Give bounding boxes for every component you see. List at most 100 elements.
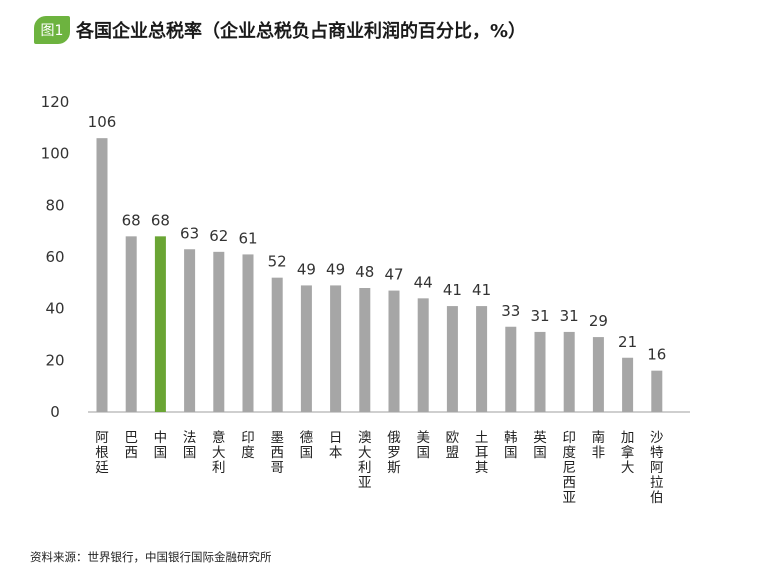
x-tick-label-char: 拉 xyxy=(650,475,664,491)
x-tick-label-char: 韩 xyxy=(504,430,518,446)
x-tick-label-char: 亚 xyxy=(562,490,576,506)
data-label: 41 xyxy=(443,281,462,299)
bar-3 xyxy=(184,249,196,412)
x-tick-label-char: 国 xyxy=(533,445,547,461)
x-tick-label-char: 拿 xyxy=(621,444,635,461)
x-tick-label-char: 意 xyxy=(212,429,226,446)
bar-4 xyxy=(213,251,225,412)
bar-13 xyxy=(476,306,488,412)
y-tick-label: 20 xyxy=(45,351,64,369)
x-tick-label-char: 罗 xyxy=(387,445,401,461)
x-tick-label-char: 阿 xyxy=(95,430,109,446)
data-label: 44 xyxy=(414,273,433,291)
x-tick-label-char: 西 xyxy=(562,475,576,491)
x-tick-label-char: 美 xyxy=(416,430,430,446)
x-tick-label-char: 德 xyxy=(300,430,314,446)
x-tick-label-char: 廷 xyxy=(95,460,109,476)
x-tick-label-char: 特 xyxy=(650,445,664,461)
bar-1 xyxy=(125,236,137,412)
x-tick-label-char: 加 xyxy=(621,430,635,446)
bar-5 xyxy=(242,254,254,412)
x-tick-label-char: 非 xyxy=(592,445,606,461)
bar-19 xyxy=(651,370,663,412)
data-label: 62 xyxy=(209,227,228,245)
data-label: 16 xyxy=(647,346,666,364)
x-tick-label-char: 土 xyxy=(475,430,489,446)
x-tick-label-char: 阿 xyxy=(650,460,664,476)
x-tick-label-char: 度 xyxy=(562,445,576,461)
chart-title: 各国企业总税率（企业总税负占商业利润的百分比，%） xyxy=(76,21,527,42)
x-tick-label-char: 利 xyxy=(358,460,372,476)
data-label: 31 xyxy=(530,307,549,325)
data-label: 63 xyxy=(180,224,199,242)
bar-10 xyxy=(388,290,400,412)
x-tick-label-char: 国 xyxy=(300,445,314,461)
x-tick-label-char: 根 xyxy=(95,445,109,461)
figure-badge: 图1 xyxy=(34,16,70,44)
bar-0 xyxy=(96,138,108,412)
x-tick-label-char: 亚 xyxy=(358,475,372,491)
data-label: 41 xyxy=(472,281,491,299)
y-tick-label: 0 xyxy=(50,403,60,421)
x-tick-label-char: 大 xyxy=(212,445,226,461)
bar-18 xyxy=(622,357,634,412)
x-tick-label-char: 其 xyxy=(475,460,489,476)
data-label: 49 xyxy=(326,260,345,278)
x-tick-label-char: 国 xyxy=(154,445,168,461)
x-tick-label-char: 中 xyxy=(154,430,168,446)
data-label: 61 xyxy=(238,229,257,247)
data-label: 33 xyxy=(501,302,520,320)
x-tick-label-char: 国 xyxy=(504,445,518,461)
bar-15 xyxy=(534,331,546,412)
bar-6 xyxy=(271,277,283,412)
bar-2 xyxy=(154,236,166,412)
bar-8 xyxy=(330,285,342,412)
bar-7 xyxy=(300,285,312,412)
data-label: 21 xyxy=(618,333,637,351)
x-tick-label-char: 印 xyxy=(562,430,576,446)
tax-rate-bar-chart: 020406080100120106阿根廷68巴西68中国63法国62意大利61… xyxy=(41,93,690,506)
x-tick-label-char: 度 xyxy=(241,445,255,461)
x-tick-label-char: 本 xyxy=(329,445,343,461)
x-tick-label-char: 西 xyxy=(124,445,138,461)
y-tick-label: 100 xyxy=(41,145,70,163)
x-tick-label-char: 伯 xyxy=(650,490,664,506)
x-tick-label-char: 法 xyxy=(183,430,197,446)
x-tick-label-char: 大 xyxy=(358,445,372,461)
x-tick-label-char: 国 xyxy=(183,445,197,461)
x-tick-label-char: 盟 xyxy=(446,445,460,461)
bar-11 xyxy=(417,298,429,412)
bar-17 xyxy=(592,337,604,412)
x-tick-label-char: 利 xyxy=(212,460,226,476)
y-tick-label: 80 xyxy=(45,196,64,214)
x-tick-label-char: 巴 xyxy=(124,430,138,446)
bar-14 xyxy=(505,326,517,412)
x-tick-label-char: 沙 xyxy=(650,430,664,446)
data-label: 48 xyxy=(355,263,374,281)
y-tick-label: 120 xyxy=(41,93,70,111)
x-tick-label-char: 大 xyxy=(621,460,635,476)
x-tick-label-char: 英 xyxy=(533,429,547,446)
data-label: 106 xyxy=(88,113,117,131)
x-tick-label-char: 澳 xyxy=(358,430,372,446)
bar-12 xyxy=(446,306,458,412)
data-label: 49 xyxy=(297,260,316,278)
x-tick-label-char: 西 xyxy=(270,445,284,461)
x-tick-label-char: 哥 xyxy=(270,460,284,476)
x-tick-label-char: 墨 xyxy=(270,430,284,446)
x-tick-label-char: 国 xyxy=(416,445,430,461)
x-tick-label-char: 尼 xyxy=(562,460,576,476)
x-tick-label-char: 俄 xyxy=(387,430,401,446)
data-label: 29 xyxy=(589,312,608,330)
data-label: 47 xyxy=(384,266,403,284)
x-tick-label-char: 印 xyxy=(241,430,255,446)
x-tick-label-char: 南 xyxy=(592,430,606,446)
bar-9 xyxy=(359,288,371,412)
y-tick-label: 60 xyxy=(45,248,64,266)
source-note: 资料来源：世界银行，中国银行国际金融研究所 xyxy=(30,550,272,564)
x-tick-label-char: 斯 xyxy=(387,460,401,476)
bar-16 xyxy=(563,331,575,412)
data-label: 31 xyxy=(560,307,579,325)
data-label: 52 xyxy=(268,253,287,271)
data-label: 68 xyxy=(151,211,170,229)
